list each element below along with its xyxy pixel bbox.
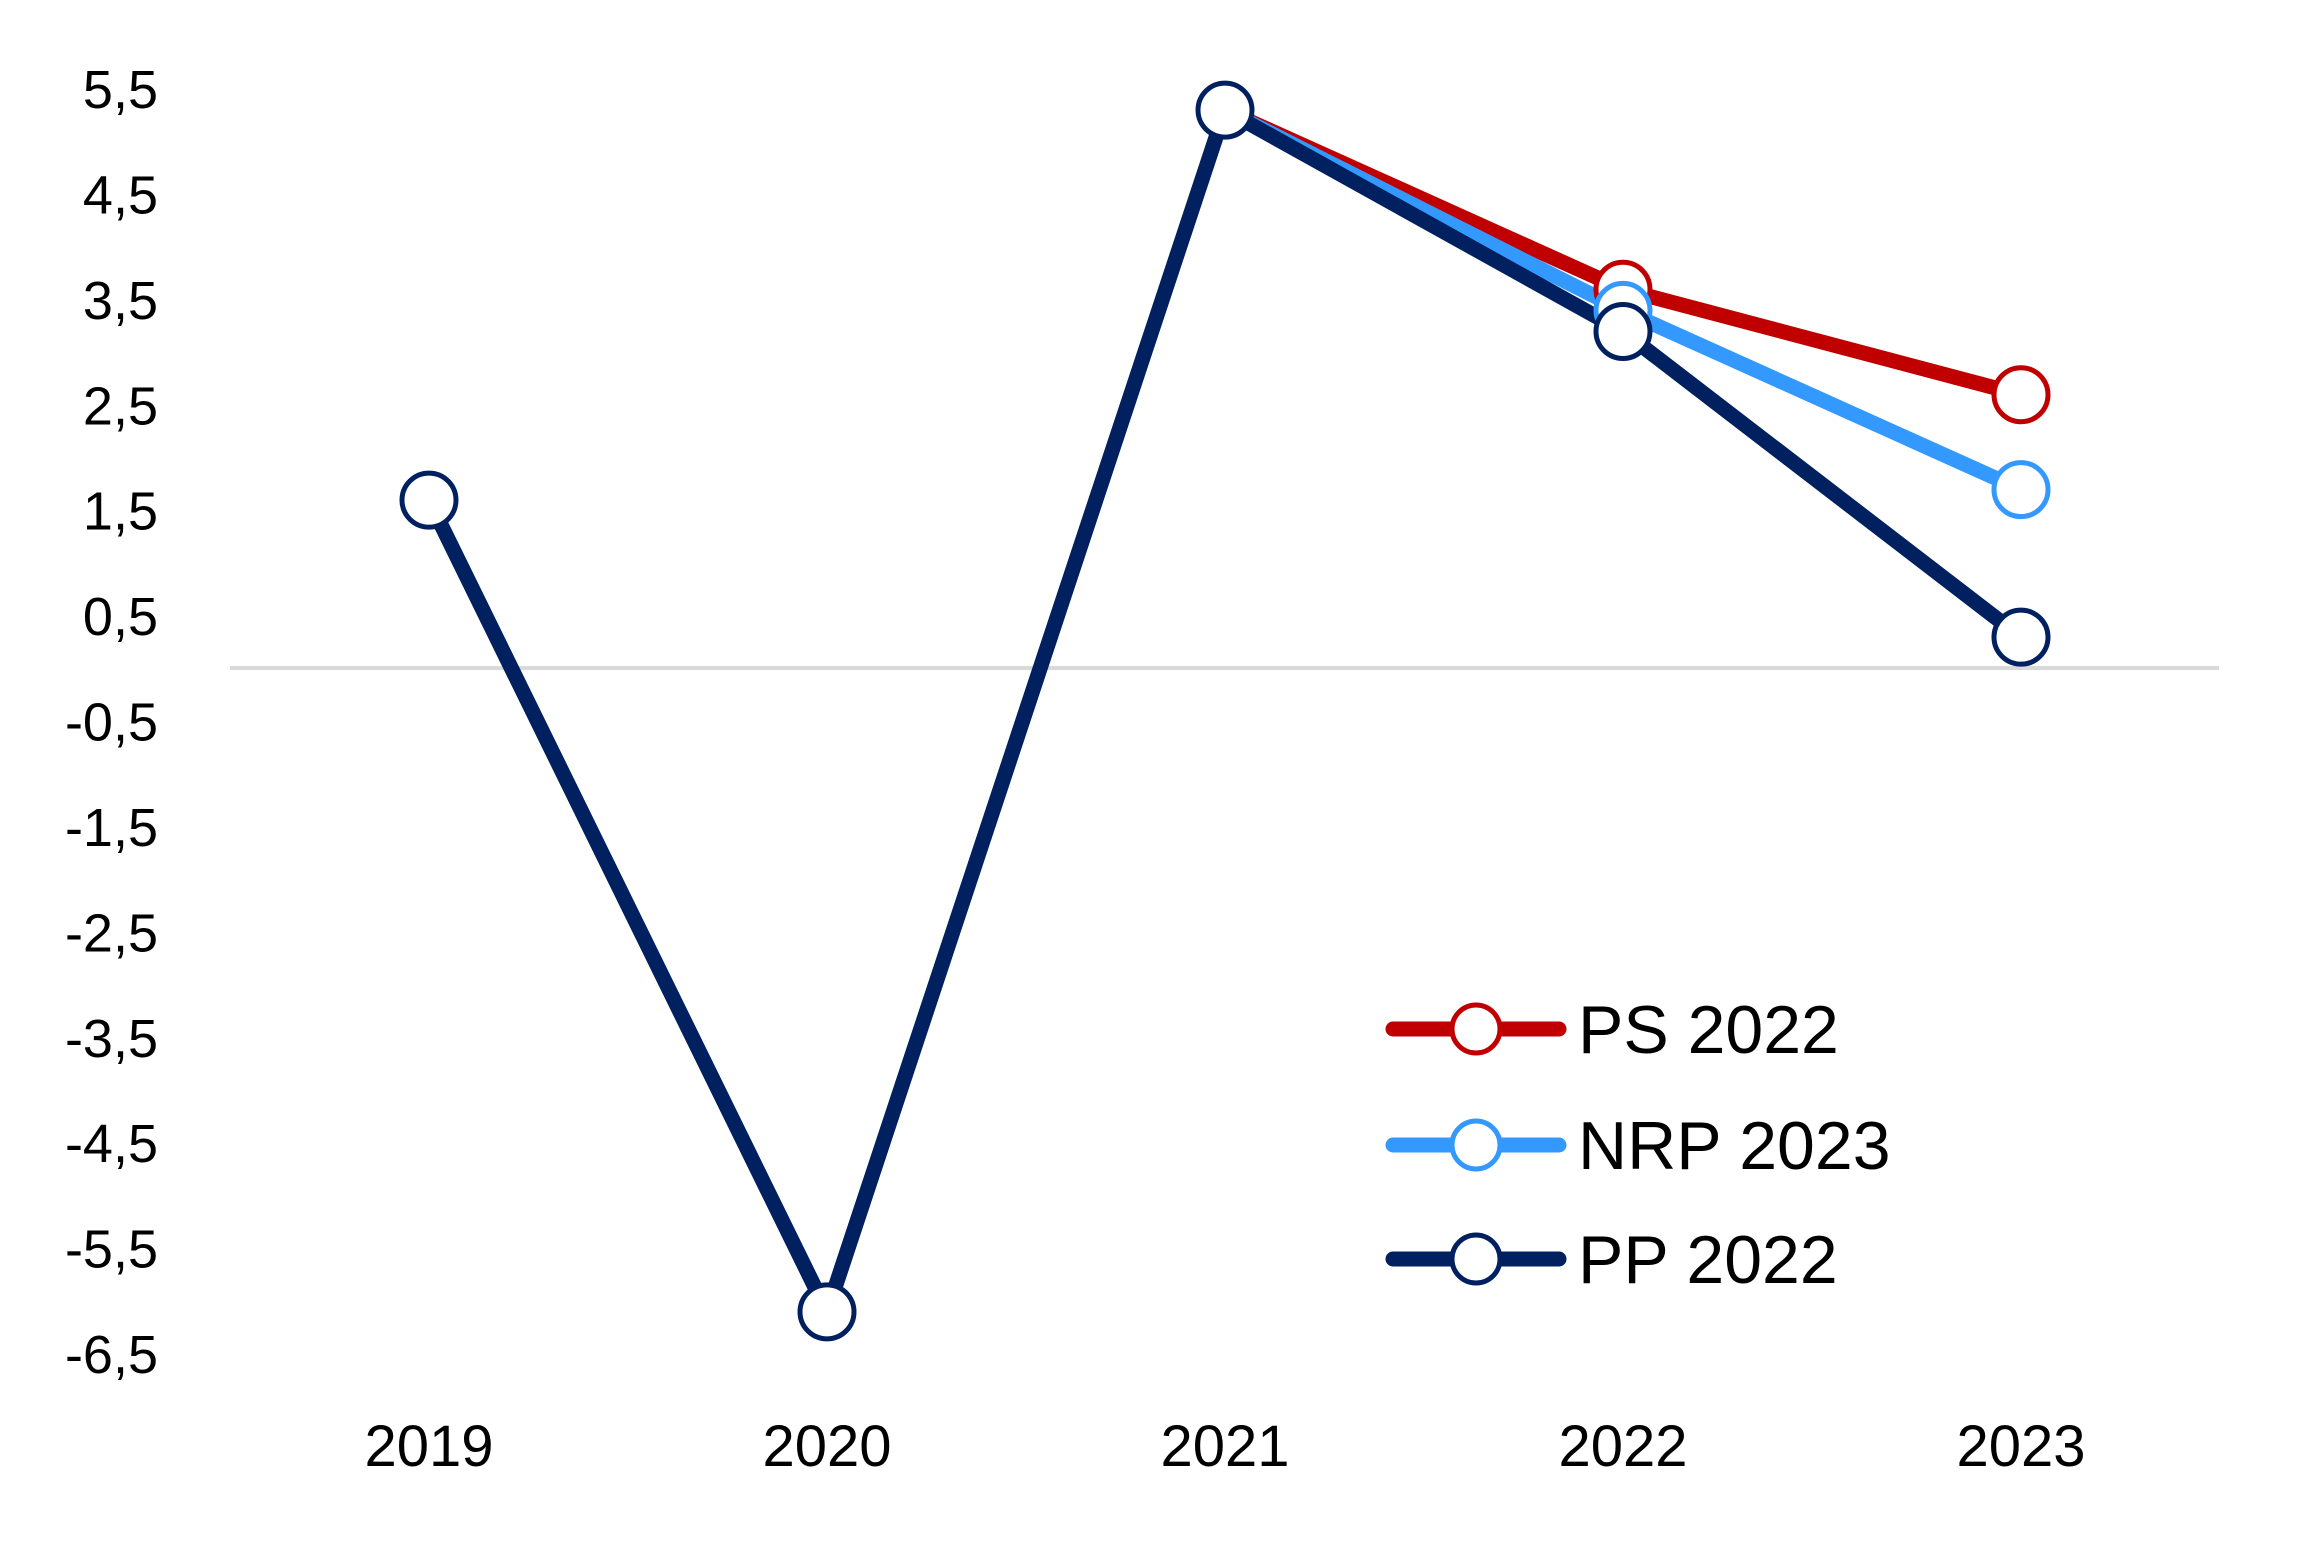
y-axis-ticks: 5,5 4,5 3,5 2,5 1,5 0,5 -0,5 -1,5 -2,5 -3,5 -4,5 -5…	[65, 60, 158, 1385]
legend-item: PS 2022	[1385, 992, 1839, 1068]
x-tick-label: 2019	[364, 1414, 493, 1479]
y-tick-label: 4,5	[83, 165, 158, 225]
legend-marker	[1449, 1118, 1503, 1172]
y-tick-label: -6,5	[65, 1325, 158, 1385]
data-point-marker	[399, 470, 459, 530]
y-tick-label: 2,5	[83, 376, 158, 436]
x-tick-label: 2022	[1558, 1414, 1687, 1479]
data-point-marker	[1195, 80, 1255, 140]
y-tick-label: -0,5	[65, 693, 158, 753]
series-group	[399, 80, 2051, 1342]
y-tick-label: -5,5	[65, 1220, 158, 1280]
y-tick-label: -4,5	[65, 1114, 158, 1174]
legend-marker	[1449, 1002, 1503, 1056]
y-tick-label: 5,5	[83, 60, 158, 120]
legend-label: PP 2022	[1578, 1222, 1838, 1298]
data-point-marker	[1991, 365, 2051, 425]
x-axis-ticks: 2019 2020 2021 2022 2023	[364, 1414, 2085, 1479]
data-point-marker	[1593, 301, 1653, 361]
legend-item: NRP 2023	[1385, 1108, 1891, 1184]
y-tick-label: -2,5	[65, 903, 158, 963]
legend-label: NRP 2023	[1578, 1108, 1891, 1184]
y-tick-label: -3,5	[65, 1009, 158, 1069]
y-tick-label: -1,5	[65, 798, 158, 858]
x-tick-label: 2023	[1956, 1414, 2085, 1479]
data-point-marker	[1991, 607, 2051, 667]
x-tick-label: 2020	[762, 1414, 891, 1479]
legend: PS 2022 NRP 2023 PP 2022	[1385, 992, 1891, 1298]
y-tick-label: 1,5	[83, 482, 158, 542]
legend-item: PP 2022	[1385, 1222, 1838, 1298]
data-point-marker	[797, 1282, 857, 1342]
data-point-marker	[1991, 460, 2051, 520]
y-tick-label: 0,5	[83, 587, 158, 647]
legend-label: PS 2022	[1578, 992, 1839, 1068]
y-tick-label: 3,5	[83, 271, 158, 331]
x-tick-label: 2021	[1160, 1414, 1289, 1479]
legend-marker	[1449, 1232, 1503, 1286]
